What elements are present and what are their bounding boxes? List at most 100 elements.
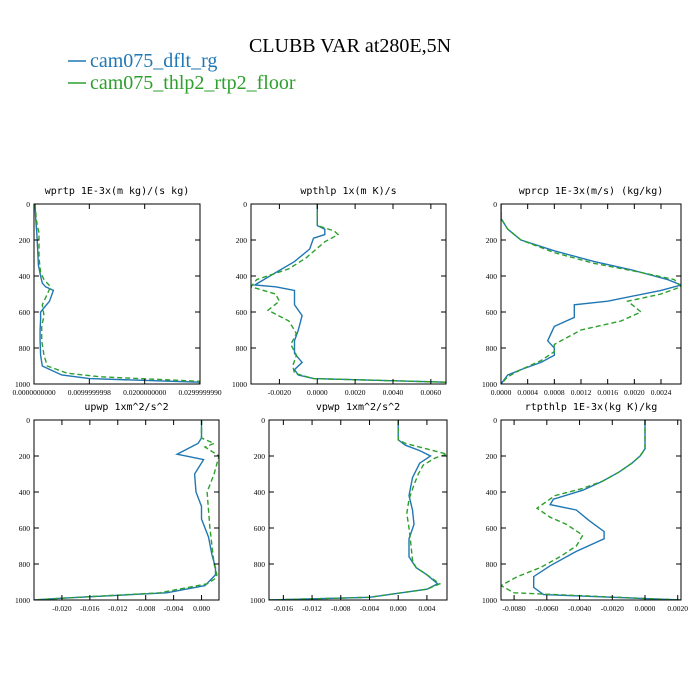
plot-frame (250, 203, 447, 385)
figure-title: CLUBB VAR at280E,5N (249, 35, 451, 57)
y-tick-label: 200 (486, 452, 498, 461)
panel-5: rtpthlp 1E-3x(kg K)/kg02004006008001000-… (482, 402, 688, 613)
x-tick-label: -0.0020 (268, 388, 291, 397)
plot-frame (33, 203, 201, 385)
plot-frame (268, 419, 448, 601)
y-tick-label: 200 (254, 452, 266, 461)
x-tick-label: -0.0060 (535, 604, 558, 613)
x-tick-label: 0.0000 (635, 604, 656, 613)
x-tick-label: 0.0008 (544, 388, 565, 397)
y-tick-label: 200 (236, 236, 248, 245)
legend: cam075_dflt_rg cam075_thlp2_rtp2_floor (68, 50, 296, 94)
y-tick-label: 1000 (250, 596, 265, 605)
panel-3: upwp 1xm^2/s^2 0 200 400 600 800 1000 -0.020 -0.… (15, 402, 220, 613)
series-line-1 (34, 420, 219, 600)
x-tick-label: 0.0040 (383, 388, 404, 397)
x-tick-label: 0.0099999998 (68, 388, 111, 397)
x-tick-label: 0.0016 (597, 388, 618, 397)
series-line-0 (34, 204, 200, 384)
series-line-1 (269, 420, 447, 600)
y-tick-label: 0 (493, 200, 497, 209)
panel-1: wpthlp 1x(m K)/s 0 200 400 600 800 1000 -0.0020… (232, 186, 447, 397)
y-tick-label: 1000 (482, 380, 497, 389)
x-tick-label: -0.0080 (503, 604, 526, 613)
y-tick-label: 1000 (482, 596, 497, 605)
x-tick-label: -0.012 (108, 604, 128, 613)
x-tick-label: 0.0000000000 (12, 388, 55, 397)
x-tick-label: 0.0000 (307, 388, 328, 397)
panel-4: vpwp 1xm^2/s^2 0 200 400 600 800 1000 -0.016 -0.… (250, 402, 448, 613)
panel-title: vpwp 1xm^2/s^2 (316, 402, 400, 413)
y-tick-label: 0 (493, 416, 497, 425)
y-tick-label: 200 (486, 236, 498, 245)
plot-frame (500, 419, 682, 601)
series-line-0 (34, 420, 217, 600)
y-tick-label: 800 (254, 560, 266, 569)
panel-title: wprtp 1E-3x(m kg)/(s kg) (45, 186, 190, 197)
series-line-0 (252, 204, 446, 384)
y-tick-label: 1000 (15, 380, 30, 389)
x-tick-label: -0.0020 (601, 604, 624, 613)
y-tick-label: 400 (19, 272, 31, 281)
y-tick-label: 0 (243, 200, 247, 209)
y-tick-label: 1000 (232, 380, 247, 389)
x-tick-label: -0.008 (136, 604, 156, 613)
x-tick-label: 0.0200000000 (123, 388, 166, 397)
x-tick-label: -0.004 (164, 604, 184, 613)
x-tick-label: 0.000 (390, 604, 407, 613)
y-tick-label: 0 (261, 416, 265, 425)
x-tick-label: 0.0000 (491, 388, 512, 397)
x-tick-label: -0.016 (80, 604, 100, 613)
y-tick-label: 400 (254, 488, 266, 497)
x-tick-label: -0.012 (302, 604, 322, 613)
panel-title: upwp 1xm^2/s^2 (84, 402, 168, 413)
x-tick-label: 0.0060 (421, 388, 442, 397)
x-tick-label: -0.020 (52, 604, 72, 613)
x-tick-label: 0.0024 (651, 388, 672, 397)
plot-frame (500, 203, 682, 385)
y-tick-label: 200 (19, 236, 31, 245)
x-tick-label: 0.0004 (517, 388, 538, 397)
x-tick-label: -0.008 (331, 604, 351, 613)
y-tick-label: 200 (19, 452, 31, 461)
x-tick-label: -0.0040 (568, 604, 591, 613)
series-line-1 (34, 204, 200, 384)
x-tick-label: -0.004 (360, 604, 380, 613)
legend-label-dflt: cam075_dflt_rg (90, 50, 217, 72)
plot-frame (33, 419, 220, 601)
series-line-0 (501, 204, 681, 384)
legend-label-floor: cam075_thlp2_rtp2_floor (90, 72, 296, 94)
x-tick-label: 0.004 (418, 604, 435, 613)
y-tick-label: 600 (236, 308, 248, 317)
y-tick-label: 400 (236, 272, 248, 281)
series-line-1 (501, 204, 681, 384)
x-tick-label: 0.0020 (624, 388, 645, 397)
x-tick-label: 0.0299999990 (178, 388, 221, 397)
y-tick-label: 800 (236, 344, 248, 353)
y-tick-label: 400 (19, 488, 31, 497)
x-tick-label: 0.0020 (667, 604, 688, 613)
x-tick-label: 0.0020 (345, 388, 366, 397)
series-line-1 (251, 204, 446, 384)
y-tick-label: 400 (486, 488, 498, 497)
y-tick-label: 800 (486, 560, 498, 569)
x-tick-label: 0.0012 (571, 388, 592, 397)
panel-title: wprcp 1E-3x(m/s) (kg/kg) (519, 186, 664, 197)
y-tick-label: 400 (486, 272, 498, 281)
y-tick-label: 600 (486, 524, 498, 533)
x-tick-label: -0.016 (274, 604, 294, 613)
y-tick-label: 1000 (15, 596, 30, 605)
y-tick-label: 600 (254, 524, 266, 533)
y-tick-label: 600 (486, 308, 498, 317)
series-line-1 (501, 420, 681, 600)
panels: wprtp 1E-3x(m kg)/(s kg) 0 200 400 600 800 100… (12, 186, 688, 613)
y-tick-label: 800 (486, 344, 498, 353)
panel-title: wpthlp 1x(m K)/s (300, 186, 396, 197)
panel-0: wprtp 1E-3x(m kg)/(s kg) 0 200 400 600 800 100… (12, 186, 221, 397)
panel-2: wprcp 1E-3x(m/s) (kg/kg) 0 200 400 600 800 100… (482, 186, 682, 397)
y-tick-label: 0 (26, 200, 30, 209)
series-line-0 (269, 420, 439, 600)
y-tick-label: 600 (19, 524, 31, 533)
y-tick-label: 800 (19, 560, 31, 569)
